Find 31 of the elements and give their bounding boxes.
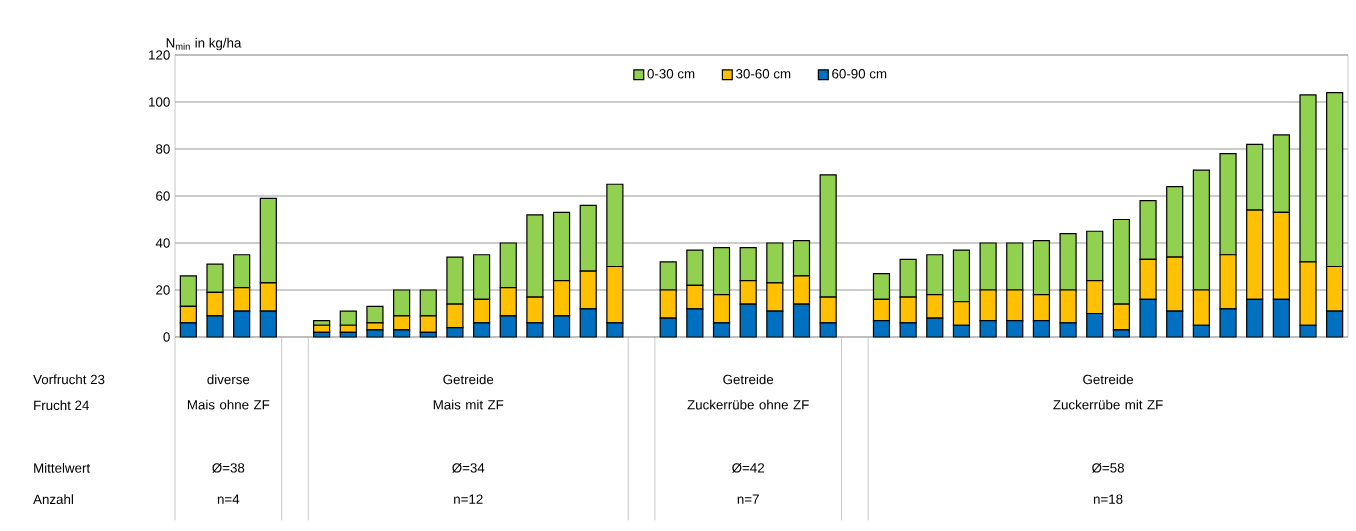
y-tick-label: 100 <box>149 97 170 107</box>
text: Ø=38 <box>212 462 245 473</box>
text: Mais ohne ZF <box>187 399 270 410</box>
text: Zuckerrübe mit ZF <box>1053 399 1163 410</box>
text: Frucht 24 <box>34 400 90 411</box>
text: diverse <box>207 374 250 385</box>
y-axis-title: N$_{min}$ in kg/ha <box>166 37 242 51</box>
text: n=7 <box>737 494 759 504</box>
text: Zuckerrübe ohne ZF <box>687 399 809 410</box>
legend-label: 60-90 cm <box>832 69 887 79</box>
text: Anzahl <box>33 494 73 505</box>
text: Ø=34 <box>452 462 485 473</box>
y-tick-label: 0 <box>163 332 170 342</box>
text: Getreide <box>443 374 494 385</box>
text: Mittelwert <box>34 462 91 473</box>
text: Getreide <box>1083 374 1134 385</box>
text: n=12 <box>454 494 483 504</box>
y-tick-label: 80 <box>156 144 170 154</box>
y-tick-label: 60 <box>156 191 170 201</box>
legend-label: 30-60 cm <box>736 69 791 79</box>
text: n=4 <box>217 494 240 504</box>
y-tick-label: 120 <box>149 50 170 60</box>
text: n=18 <box>1093 494 1123 504</box>
text: Vorfrucht 23 <box>33 374 105 385</box>
y-tick-label: 40 <box>155 238 170 248</box>
y-tick-label: 20 <box>156 285 170 295</box>
text: Getreide <box>723 374 774 385</box>
text: Ø=42 <box>732 462 764 473</box>
text: Ø=58 <box>1092 462 1124 473</box>
legend-label: 0-30 cm <box>647 69 695 79</box>
text: Mais mit ZF <box>433 399 504 410</box>
